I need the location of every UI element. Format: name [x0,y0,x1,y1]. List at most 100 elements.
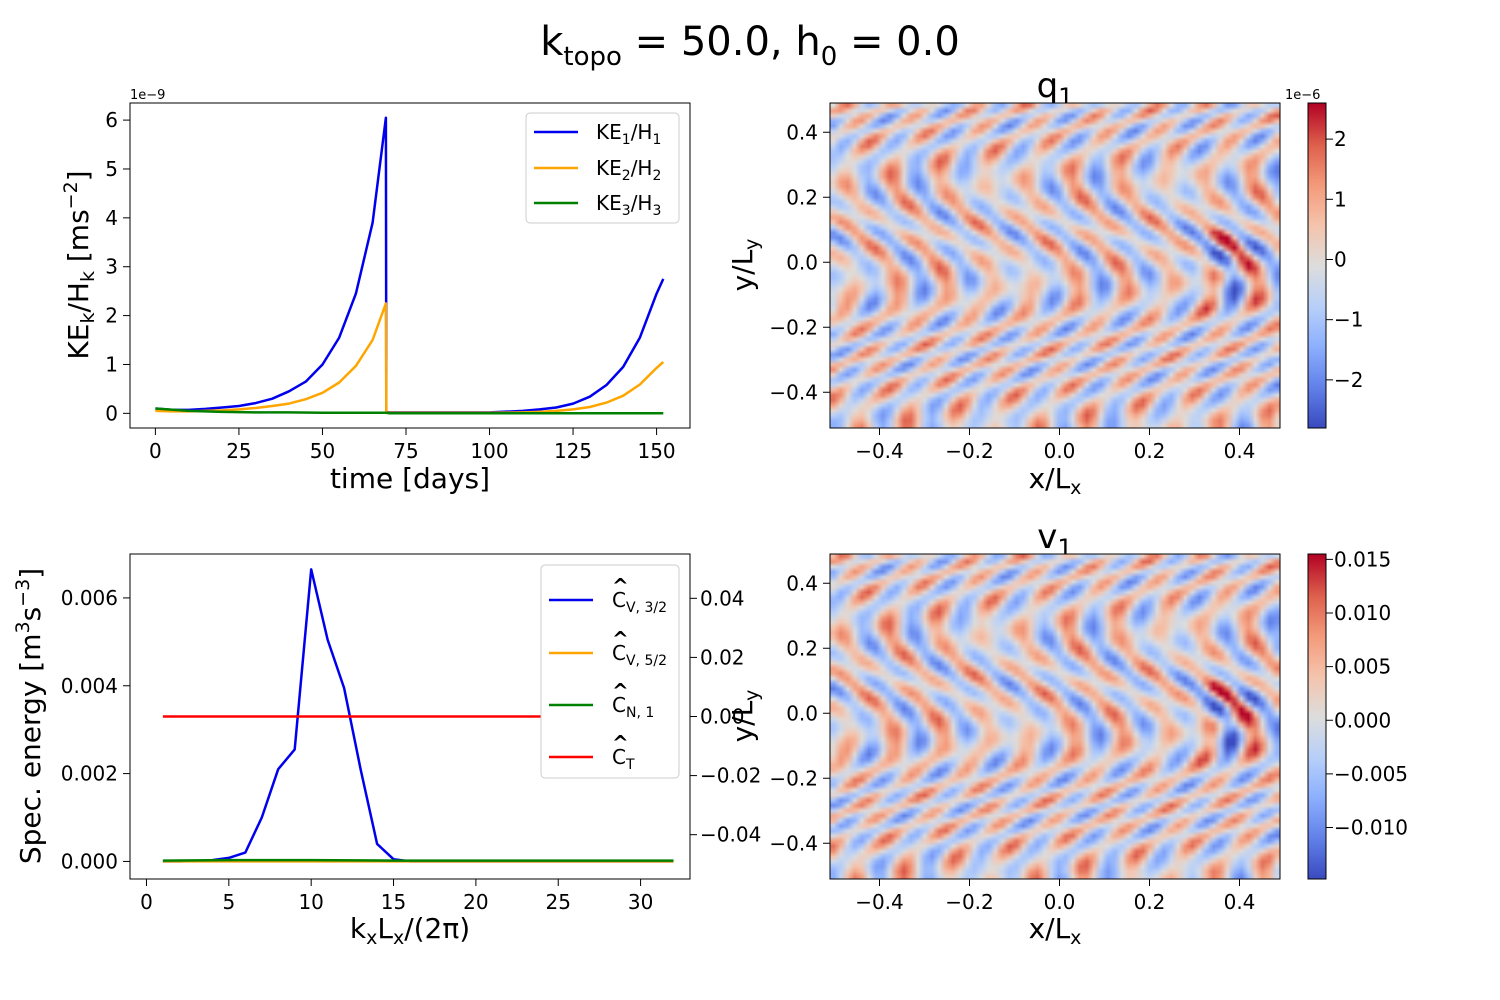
ke-x-axis-label: time [days] [330,462,490,495]
spec-right-ytick-label: 0.00 [700,705,745,729]
spec-xtick-label: 15 [381,890,406,914]
v1-colorbar-tick-label: 0.005 [1334,655,1391,679]
ke-legend-box [525,112,680,224]
spec-secondary-y-label: y/Ly [726,690,763,743]
ke-xtick-label: 50 [310,439,335,463]
v1-field-image [830,554,1280,879]
q1-xtick-label: −0.4 [855,439,904,463]
spec-right-ytick-label: −0.04 [700,823,761,847]
v1-ytick-label: 0.4 [786,571,818,595]
ke-y-axis-label: KEk/Hk [ms−2] [60,170,99,359]
ke-ytick-label: 4 [105,206,118,230]
spec-xtick-label: 5 [222,890,235,914]
q1-ytick-label: 0.0 [786,250,818,274]
q1-colorbar-frame [1307,102,1327,429]
q1-ytick-label: 0.2 [786,185,818,209]
v1-xtick-label: 0.0 [1044,890,1076,914]
v1-ytick-label: 0.0 [786,701,818,725]
q1-ytick-label: −0.4 [769,380,818,404]
spec-xtick-label: 10 [298,890,323,914]
ke-xtick-label: 0 [149,439,162,463]
spec-xtick-label: 25 [546,890,571,914]
v1-colorbar-tick-label: 0.015 [1334,547,1391,571]
v1-colorbar-tick-label: 0.000 [1334,708,1391,732]
q1-colorbar-tick-label: 0 [1334,247,1347,271]
v1-colorbar-tick-label: −0.005 [1334,762,1408,786]
v1-x-axis-label: x/Lx [1029,912,1082,949]
spec-ytick-label: 0.006 [61,586,118,610]
spec-legend-label-4: CT [612,745,635,773]
q1-ytick-label: −0.2 [769,315,818,339]
ke-xtick-label: 75 [393,439,418,463]
q1-x-axis-label: x/Lx [1029,462,1082,499]
spec-legend-label-2: CV, 5/2 [612,641,667,669]
q1-y-axis-label: y/Ly [726,239,763,292]
spec-ytick-label: 0.002 [61,762,118,786]
spec-legend-hat-4: ^ [612,731,629,755]
q1-field-image [830,103,1280,428]
q1-colorbar [1308,103,1326,428]
ke-ytick-label: 6 [105,108,118,132]
q1-plot-frame [829,102,1281,429]
v1-ytick-label: −0.4 [769,831,818,855]
q1-xtick-label: 0.4 [1224,439,1256,463]
q1-xtick-label: 0.2 [1134,439,1166,463]
spec-right-ytick-label: 0.02 [700,645,745,669]
ke-legend-label-3: KE3/H3 [596,191,661,219]
figure-title: ktopo = 50.0, h0 = 0.0 [540,19,960,72]
ke-series-1-line [155,116,665,414]
v1-colorbar-frame [1307,553,1327,880]
v1-xtick-label: −0.4 [855,890,904,914]
v1-heatmap-panel: v1 −0.4−0.4−0.2−0.20.00.00.20.20.40.4 x/… [769,517,1408,949]
ke-plot-frame [129,102,691,429]
spec-y-axis-label: Spec. energy [m3s−3] [12,568,47,864]
spec-x-axis-label: kxLx/(2π) [350,912,470,949]
spec-ytick-label: 0.000 [61,849,118,873]
spec-ytick-label: 0.004 [61,674,118,698]
q1-xtick-label: 0.0 [1044,439,1076,463]
ke-offset-text: 1e−9 [130,88,165,103]
q1-heatmap-panel: q1 −0.4−0.4−0.2−0.20.00.00.20.20.40.4 x/… [726,66,1363,499]
q1-xtick-label: −0.2 [945,439,994,463]
q1-colorbar-offset-text: 1e−6 [1285,88,1320,103]
spec-legend-hat-3: ^ [612,679,629,703]
v1-colorbar-tick-label: −0.010 [1334,816,1408,840]
v1-xtick-label: −0.2 [945,890,994,914]
ke-ytick-label: 2 [105,304,118,328]
spec-legend-hat-1: ^ [612,574,629,598]
ke-legend-label-1: KE1/H1 [596,120,661,148]
ke-ytick-label: 5 [105,157,118,181]
ke-ytick-label: 0 [105,401,118,425]
ke-series-2-line [155,302,665,415]
spec-xtick-label: 20 [463,890,488,914]
ke-xtick-label: 125 [554,439,592,463]
ke-legend-label-2: KE2/H2 [596,156,661,184]
v1-xtick-label: 0.2 [1134,890,1166,914]
q1-colorbar-tick-label: 1 [1334,187,1347,211]
spec-xtick-label: 30 [628,890,653,914]
v1-ytick-label: 0.2 [786,636,818,660]
spectral-energy-panel: kxLx/(2π) Spec. energy [m3s−3] 0 5 10 15 20 2… [12,553,763,949]
spec-xtick-label: 0 [140,890,153,914]
q1-colorbar-tick-label: −2 [1334,368,1363,392]
ke-series-3-line [155,407,664,415]
v1-plot-frame [829,553,1281,880]
ke-xtick-label: 25 [226,439,251,463]
spec-series-3-line [162,858,674,862]
v1-colorbar-tick-label: 0.010 [1334,601,1391,625]
q1-colorbar-tick-label: −1 [1334,308,1363,332]
spec-right-ytick-label: −0.02 [700,764,761,788]
v1-xtick-label: 0.4 [1224,890,1256,914]
ke-legend: KE1/H1 KE2/H2 KE3/H3 [525,112,680,224]
spec-legend-hat-2: ^ [612,627,629,651]
v1-ytick-label: −0.2 [769,766,818,790]
spec-legend-box [540,564,680,779]
v1-colorbar [1308,554,1326,879]
spec-legend-label-1: CV, 3/2 [612,588,667,616]
q1-ytick-label: 0.4 [786,120,818,144]
ke-ytick-label: 3 [105,255,118,279]
ke-xtick-label: 100 [470,439,508,463]
ke-xtick-label: 150 [637,439,675,463]
spec-legend-label-3: CN, 1 [612,693,654,721]
